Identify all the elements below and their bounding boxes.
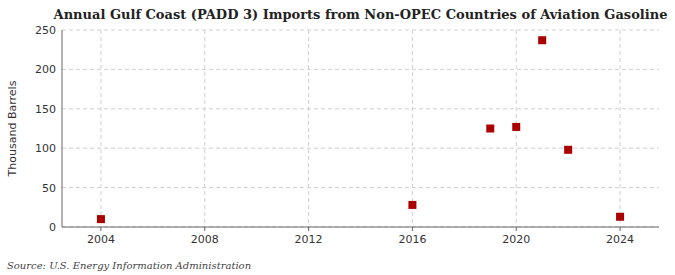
grid-line-x [308,30,309,227]
y-tick-label: 250 [35,24,56,37]
x-tick [100,227,101,231]
x-tick-label: 2008 [191,233,219,246]
point [486,125,494,133]
x-axis-line [62,227,659,228]
x-tick [204,227,205,231]
grid-line-y [62,227,659,228]
grid-line-y [62,108,659,109]
grid-line-y [62,187,659,188]
x-tick-label: 2012 [295,233,323,246]
grid [62,30,659,227]
y-tick-label: 50 [42,182,56,195]
x-tick [620,227,621,231]
grid-line-y [62,30,659,31]
points [97,36,624,223]
y-axis-line [62,30,63,227]
grid-line-x [204,30,205,227]
x-tick [412,227,413,231]
source: Source: U.S. Energy Information Administ… [7,260,251,271]
grid-line-x [100,30,101,227]
x-tick-label: 2016 [398,233,426,246]
x-tick [516,227,517,231]
x-tick-label: 2024 [606,233,634,246]
point [564,146,572,154]
x-tick-label: 2004 [87,233,115,246]
point [616,213,624,221]
y-tick-label: 100 [35,142,56,155]
y-tick-label: 150 [35,103,56,116]
grid-line-x [620,30,621,227]
point [538,36,546,44]
y-axis-label: Thousand Barrels [6,80,19,177]
y-tick-label: 0 [49,221,56,234]
x-tick [308,227,309,231]
title: Annual Gulf Coast (PADD 3) Imports from … [53,7,668,22]
point [408,201,416,209]
point [97,215,105,223]
x-tick-label: 2020 [502,233,530,246]
y-tick-label: 200 [35,63,56,76]
chart: 2004 2008 2012 2016 2020 2024 0 50 100 150 200 250 T… [0,0,675,275]
point [512,123,520,131]
chart-container: 2004 2008 2012 2016 2020 2024 0 50 100 150 200 250 T… [0,0,675,275]
grid-line-x [412,30,413,227]
grid-line-y [62,69,659,70]
